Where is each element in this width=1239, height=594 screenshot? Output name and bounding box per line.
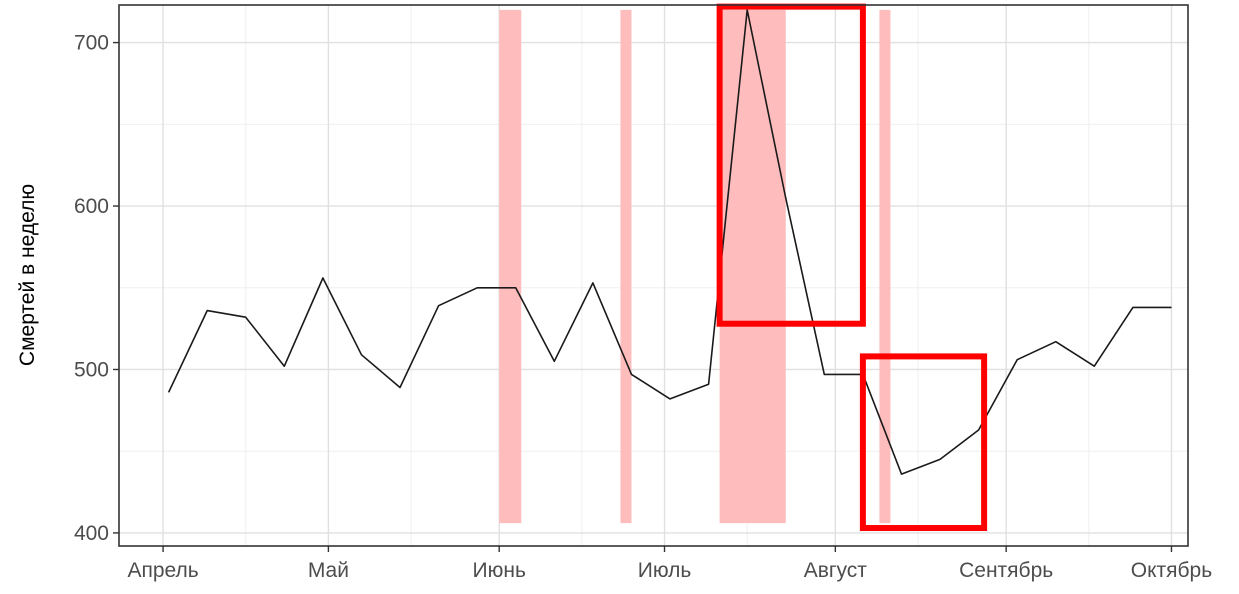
y-tick-label: 400 — [74, 522, 109, 545]
shaded-range — [499, 9, 522, 524]
series-lines — [167, 9, 1172, 475]
x-tick-label: Июль — [638, 559, 692, 582]
highlight-boxes — [716, 3, 988, 532]
x-tick-label: Август — [804, 559, 868, 582]
series-line — [167, 9, 1172, 475]
x-tick-label: Октябрь — [1131, 559, 1212, 582]
shaded-range — [879, 9, 891, 524]
shaded-range — [620, 9, 632, 524]
y-tick-label: 500 — [74, 358, 109, 381]
x-tick-label: Сентябрь — [959, 559, 1053, 582]
panel-background — [119, 5, 1188, 546]
shaded-ranges — [499, 9, 891, 524]
shaded-range — [719, 9, 786, 524]
x-tick-label: Май — [308, 559, 349, 582]
highlight-box — [716, 3, 866, 327]
panel-border — [118, 4, 1189, 547]
major-gridlines — [119, 5, 1188, 546]
y-tick-label: 600 — [74, 195, 109, 218]
y-tick-label: 700 — [74, 32, 109, 55]
y-axis-title: Смертей в неделю — [16, 184, 39, 366]
highlight-box — [859, 353, 988, 532]
x-tick-label: Июнь — [473, 559, 526, 582]
x-tick-label: Апрель — [127, 559, 198, 582]
y-axis: 400 500 600 700 — [74, 32, 119, 545]
x-axis: Апрель Май Июнь Июль Август Сентябрь Октябрь — [127, 546, 1212, 582]
